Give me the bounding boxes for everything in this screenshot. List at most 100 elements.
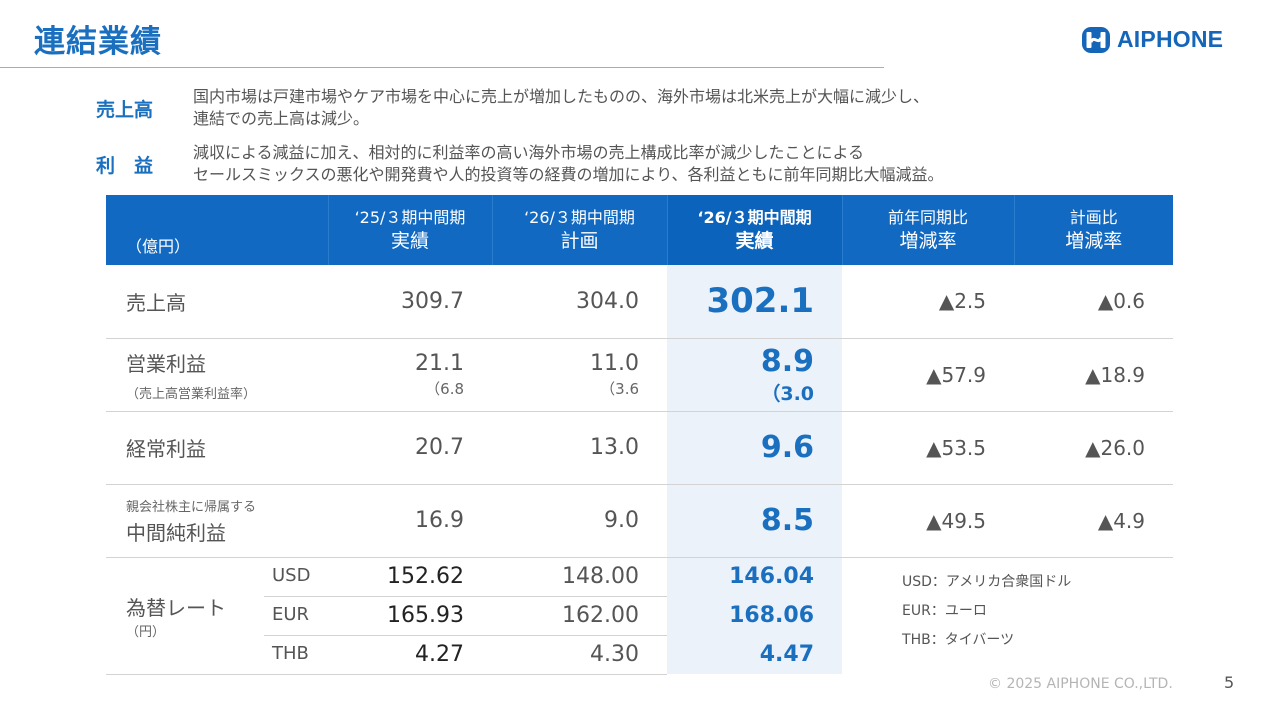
cell-prev: 20.7 xyxy=(328,411,493,485)
cell-yoy: ▲2.5 xyxy=(842,265,1015,339)
cell-plan: 9.0 xyxy=(492,484,668,558)
cell-actual: 8.5 xyxy=(667,484,843,558)
fx-label: 為替レート xyxy=(126,595,226,620)
fx-row-eur: EUR 165.93 162.00 168.06 xyxy=(106,596,1173,636)
summary-sales-label: 売上高 xyxy=(96,99,154,121)
margin-number: （3.0 xyxy=(761,382,815,405)
cell-vs-plan: ▲18.9 xyxy=(1014,338,1174,412)
margin-number: （3.6 xyxy=(600,379,640,398)
col-current-actual: ‘26/３期中間期 実績 xyxy=(666,195,843,265)
cell-value: 21.1 xyxy=(415,350,465,376)
results-table: （億円） ‘25/３期中間期 実績 ‘26/３期中間期 計画 ‘26/３期中間期 実績… xyxy=(106,195,1174,675)
cell-yoy: ▲49.5 xyxy=(842,484,1015,558)
aiphone-logo: AIPHONE xyxy=(1082,26,1223,53)
fx-actual: 4.47 xyxy=(667,635,843,674)
fx-legend-item: USD：アメリカ合衆国ドル xyxy=(902,573,1072,590)
cell-actual: 302.1 xyxy=(667,265,843,339)
margin-value: （3.6 xyxy=(492,378,639,399)
cell-value: 11.0 xyxy=(590,350,640,376)
row-prelabel: 親会社株主に帰属する xyxy=(126,499,257,515)
rate-value: ▲0.6 xyxy=(1097,289,1146,314)
title-divider xyxy=(0,67,884,68)
fx-prev: 165.93 xyxy=(328,596,493,636)
cell-plan: 11.0 （3.6 xyxy=(492,338,668,412)
cell-plan: 13.0 xyxy=(492,411,668,485)
cell-prev: 309.7 xyxy=(328,265,493,339)
copyright: © 2025 AIPHONE CO.,LTD. xyxy=(988,676,1173,692)
fx-sublabel: （円） xyxy=(126,624,166,640)
row-label: 中間純利益 xyxy=(126,520,226,545)
margin-value: （3.0 xyxy=(667,379,814,406)
logo-text: AIPHONE xyxy=(1117,26,1224,52)
col-yoy-rate: 前年同期比 増減率 xyxy=(841,195,1015,265)
row-sublabel: （売上高営業利益率） xyxy=(126,386,257,402)
summary-profit-text: 減収による減益に加え、相対的に利益率の高い海外市場の売上構成比率が減少したことに… xyxy=(193,142,944,186)
fx-prev: 152.62 xyxy=(328,557,493,597)
fx-prev: 4.27 xyxy=(328,635,493,675)
cell-value: 8.9 xyxy=(760,343,815,379)
summary-profit-label: 利 益 xyxy=(96,155,154,177)
cell-actual: 8.9 （3.0 xyxy=(667,338,843,412)
table-row-ordinary-income: 経常利益 20.7 13.0 9.6 ▲53.5 ▲26.0 xyxy=(106,411,1174,485)
col-header-line: ‘25/３期中間期 xyxy=(354,208,466,227)
col-header-line: 計画比 xyxy=(1069,208,1118,227)
summary-sales: 売上高 国内市場は戸建市場やケア市場を中心に売上が増加したものの、海外市場は北米… xyxy=(96,86,929,130)
col-plan: ‘26/３期中間期 計画 xyxy=(491,195,668,265)
page-title: 連結業績 xyxy=(34,24,162,60)
rate-value: ▲53.5 xyxy=(926,435,987,460)
rate-value: ▲49.5 xyxy=(926,508,987,533)
fx-plan: 148.00 xyxy=(492,557,668,597)
summary-profit-line: 減収による減益に加え、相対的に利益率の高い海外市場の売上構成比率が減少したことに… xyxy=(193,143,865,162)
cell-vs-plan: ▲0.6 xyxy=(1014,265,1174,339)
fx-currency: THB xyxy=(264,635,329,675)
rate-value: ▲57.9 xyxy=(926,362,987,387)
unit-label: （億円） xyxy=(106,195,329,265)
fx-row-thb: THB 4.27 4.30 4.47 xyxy=(106,635,1173,675)
row-label: 営業利益 xyxy=(126,351,206,376)
summary-sales-line: 連結での売上高は減少。 xyxy=(193,109,370,128)
fx-currency: EUR xyxy=(264,596,329,636)
cell-yoy: ▲53.5 xyxy=(842,411,1015,485)
margin-number: （6.8 xyxy=(425,379,465,398)
col-plan-rate: 計画比 増減率 xyxy=(1013,195,1174,265)
cell-yoy: ▲57.9 xyxy=(842,338,1015,412)
fx-currency: USD xyxy=(264,557,329,597)
table-header-row: （億円） ‘25/３期中間期 実績 ‘26/３期中間期 計画 ‘26/３期中間期 実績… xyxy=(106,195,1174,265)
col-header-line: 増減率 xyxy=(1065,230,1123,252)
fx-actual: 146.04 xyxy=(667,557,843,596)
fx-row-usd: 為替レート （円） USD 152.62 148.00 146.04 USD：ア… xyxy=(106,557,1173,675)
row-label: 売上高 xyxy=(106,265,329,339)
fx-plan: 162.00 xyxy=(492,596,668,636)
col-header-line: 計画 xyxy=(560,230,599,252)
margin-value: （6.8 xyxy=(328,378,464,399)
col-header-line: 前年同期比 xyxy=(888,208,969,227)
rate-value: ▲2.5 xyxy=(938,289,987,314)
row-label: 経常利益 xyxy=(106,411,329,485)
cell-vs-plan: ▲26.0 xyxy=(1014,411,1174,485)
table-row-net-income: 親会社株主に帰属する 中間純利益 16.9 9.0 8.5 ▲49.5 ▲4.9 xyxy=(106,484,1174,558)
fx-legend-item: EUR：ユーロ xyxy=(902,602,987,619)
col-header-line: 増減率 xyxy=(899,230,957,252)
fx-label-cell: 為替レート （円） xyxy=(106,557,264,675)
table-row-sales: 売上高 309.7 304.0 302.1 ▲2.5 ▲0.6 xyxy=(106,265,1174,339)
table-row-operating-income: 営業利益 （売上高営業利益率） 21.1 （6.8 11.0 （3.6 8.9 … xyxy=(106,338,1174,412)
fx-legend-item: THB：タイバーツ xyxy=(902,631,1015,648)
col-prev-actual: ‘25/３期中間期 実績 xyxy=(327,195,493,265)
cell-prev: 16.9 xyxy=(328,484,493,558)
cell-prev: 21.1 （6.8 xyxy=(328,338,493,412)
cell-plan: 304.0 xyxy=(492,265,668,339)
col-header-line: 実績 xyxy=(391,230,430,252)
page-number: 5 xyxy=(1224,673,1235,692)
aiphone-logo-icon xyxy=(1082,26,1110,53)
col-header-line: 実績 xyxy=(735,230,774,252)
row-label-cell: 親会社株主に帰属する 中間純利益 xyxy=(106,484,329,558)
summary-sales-line: 国内市場は戸建市場やケア市場を中心に売上が増加したものの、海外市場は北米売上が大… xyxy=(193,87,930,106)
fx-actual: 168.06 xyxy=(667,596,843,635)
col-header-line: ‘26/３期中間期 xyxy=(697,208,812,227)
cell-vs-plan: ▲4.9 xyxy=(1014,484,1174,558)
rate-value: ▲18.9 xyxy=(1085,362,1146,387)
rate-value: ▲26.0 xyxy=(1085,435,1146,460)
fx-plan: 4.30 xyxy=(492,635,668,675)
row-label-cell: 営業利益 （売上高営業利益率） xyxy=(106,338,329,412)
col-header-line: ‘26/３期中間期 xyxy=(524,208,635,227)
